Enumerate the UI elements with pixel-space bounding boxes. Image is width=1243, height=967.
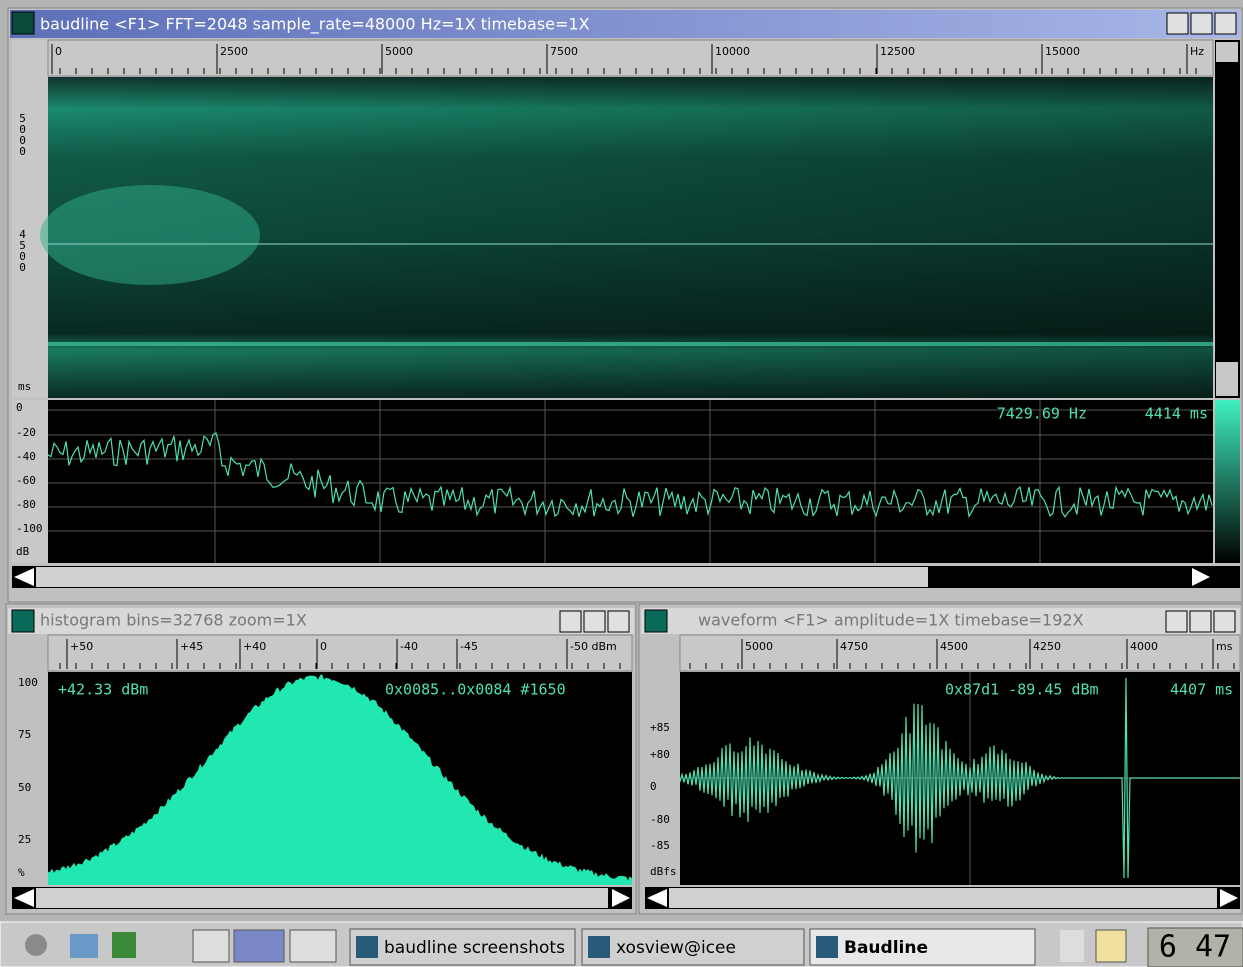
window-button[interactable] <box>1165 610 1188 633</box>
tray-icon[interactable] <box>1095 929 1127 963</box>
ruler-label: 5000 <box>745 640 773 653</box>
window-button[interactable] <box>1214 12 1237 35</box>
ruler-label: -50 dBm <box>570 640 617 653</box>
window-button[interactable] <box>1190 12 1213 35</box>
y-label: dBfs <box>650 865 677 878</box>
task-button[interactable] <box>581 928 805 966</box>
ruler-label: 4000 <box>1130 640 1158 653</box>
ruler-label: -40 <box>400 640 418 653</box>
db-label: -100 <box>16 522 43 535</box>
ruler-label: 5000 <box>385 45 413 58</box>
time-readout: 4414 ms <box>1145 405 1208 423</box>
window-button[interactable] <box>583 610 606 633</box>
window-title: baudline <F1> FFT=2048 sample_rate=48000… <box>40 15 590 35</box>
ruler-label: 0 <box>55 45 62 58</box>
window-button[interactable] <box>1213 610 1236 633</box>
task-icon <box>588 936 610 958</box>
range-readout: 0x0085..0x0084 #1650 <box>385 681 566 699</box>
task-label: xosview@icee <box>616 938 736 958</box>
ruler-label: -45 <box>460 640 478 653</box>
ruler-label: ms <box>1216 640 1233 653</box>
db-label: -60 <box>16 474 36 487</box>
ruler-label: +40 <box>243 640 266 653</box>
histogram-window: histogram bins=32768 zoom=1X +50 +45 +40 0 -… <box>5 603 637 915</box>
task-button[interactable] <box>349 928 576 966</box>
level-readout: +42.33 dBm <box>58 681 148 699</box>
time-unit: ms <box>18 380 31 393</box>
task-icon <box>356 936 378 958</box>
db-label: -80 <box>16 498 36 511</box>
waveform-trace <box>679 677 1240 879</box>
db-label: 0 <box>16 401 23 414</box>
task-label: baudline screenshots <box>384 938 565 958</box>
y-label: -85 <box>650 839 670 852</box>
y-label: 50 <box>18 781 31 794</box>
y-label: 75 <box>18 728 31 741</box>
window-button[interactable] <box>1189 610 1212 633</box>
ruler-label: 0 <box>320 640 327 653</box>
db-label: -20 <box>16 426 36 439</box>
start-icon[interactable] <box>25 934 47 956</box>
title-bar[interactable] <box>10 10 1240 38</box>
y-label: 25 <box>18 833 31 846</box>
y-label: -80 <box>650 813 670 826</box>
window-button[interactable] <box>607 610 630 633</box>
waveform-window: waveform <F1> amplitude=1X timebase=192X… <box>638 603 1243 915</box>
histogram-shape <box>48 674 632 885</box>
ruler-label: Hz <box>1190 45 1204 58</box>
window-title: histogram bins=32768 zoom=1X <box>40 611 307 630</box>
time-readout: 4407 ms <box>1170 681 1233 699</box>
sample-readout: 0x87d1 -89.45 dBm <box>945 681 1099 699</box>
freq-readout: 7429.69 Hz <box>997 405 1087 423</box>
title-bar[interactable] <box>8 608 634 634</box>
db-label: -40 <box>16 450 36 463</box>
launcher-icon[interactable] <box>70 934 98 958</box>
spectrum-trace <box>47 432 1213 519</box>
y-label: % <box>18 866 25 879</box>
clock: 6 47 <box>1159 930 1231 965</box>
task-button[interactable] <box>809 928 1036 966</box>
y-label: +85 <box>650 721 670 734</box>
ruler-label: 4500 <box>940 640 968 653</box>
ruler-label: 4750 <box>840 640 868 653</box>
desktop-pager[interactable] <box>233 929 285 963</box>
task-icon <box>816 936 838 958</box>
task-label: Baudline <box>844 938 928 958</box>
db-label: dB <box>16 545 30 558</box>
launcher-icon[interactable] <box>112 932 136 958</box>
taskbar: baudline screenshots xosview@icee Baudline… <box>0 921 1243 967</box>
ruler-label: 4250 <box>1033 640 1061 653</box>
ruler-label: 2500 <box>220 45 248 58</box>
ruler-label: 12500 <box>880 45 915 58</box>
time-label: 4500 <box>16 228 29 272</box>
y-label: 0 <box>650 780 657 793</box>
y-label: +80 <box>650 748 670 761</box>
ruler-label: 7500 <box>550 45 578 58</box>
window-button[interactable] <box>1166 12 1189 35</box>
y-label: 100 <box>18 676 38 689</box>
tray-icon[interactable] <box>1060 930 1084 962</box>
ruler-label: 10000 <box>715 45 750 58</box>
window-title: waveform <F1> amplitude=1X timebase=192X <box>698 611 1084 630</box>
desktop-pager[interactable] <box>289 929 337 963</box>
title-bar[interactable] <box>641 608 1240 634</box>
desktop-pager[interactable] <box>192 929 230 963</box>
spectrum-plot <box>48 400 1213 563</box>
window-button[interactable] <box>559 610 582 633</box>
ruler-label: +45 <box>180 640 203 653</box>
main-window: baudline <F1> FFT=2048 sample_rate=48000… <box>7 7 1243 603</box>
time-label: 5000 <box>16 112 29 156</box>
ruler-label: +50 <box>70 640 93 653</box>
ruler-label: 15000 <box>1045 45 1080 58</box>
